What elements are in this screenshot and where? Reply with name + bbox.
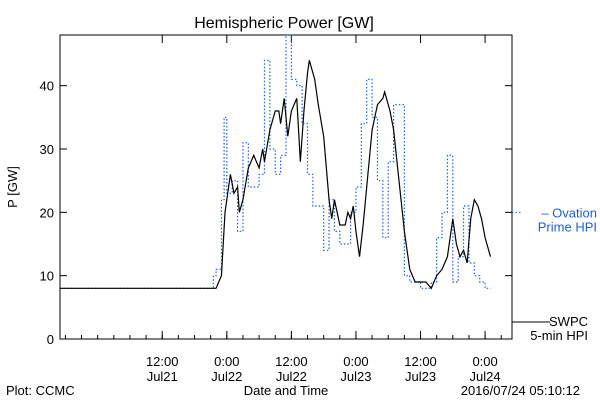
- y-tick-label: 10: [40, 269, 54, 284]
- y-axis: 0 10 20 30 40: [40, 79, 512, 347]
- x-tick-label-date: Jul21: [147, 369, 178, 384]
- x-tick-label-time: 12:00: [275, 354, 308, 369]
- footer-credit: Plot: CCMC: [6, 383, 75, 398]
- plot-frame: [59, 34, 513, 340]
- x-tick-label-time: 0:00: [214, 354, 239, 369]
- x-tick-label-time: 0:00: [343, 354, 368, 369]
- x-tick-label-date: Jul24: [470, 369, 501, 384]
- legend-label-swpc: SWPC: [549, 314, 588, 329]
- x-tick-label-date: Jul22: [276, 369, 307, 384]
- chart-title: Hemispheric Power [GW]: [194, 15, 374, 32]
- x-tick-label-time: 0:00: [472, 354, 497, 369]
- legend-label-ovation: – Ovation: [541, 205, 597, 220]
- x-tick-label-time: 12:00: [146, 354, 179, 369]
- footer-timestamp: 2016/07/24 05:10:12: [461, 383, 580, 398]
- y-axis-label: P [GW]: [5, 166, 20, 208]
- series-line-ovation: [60, 34, 491, 289]
- y-tick-label: 0: [47, 332, 54, 347]
- x-axis: 12:00Jul210:00Jul2212:00Jul220:00Jul2312…: [64, 35, 502, 384]
- series-layer: [60, 34, 492, 290]
- x-tick-label-date: Jul23: [340, 369, 371, 384]
- legend-label-swpc: 5-min HPI: [530, 328, 588, 343]
- x-tick-label-date: Jul22: [211, 369, 242, 384]
- x-axis-label: Date and Time: [244, 383, 329, 398]
- y-tick-label: 20: [40, 205, 54, 220]
- x-tick-label-date: Jul23: [405, 369, 436, 384]
- y-tick-label: 30: [40, 142, 54, 157]
- y-tick-label: 40: [40, 79, 54, 94]
- legend-label-ovation: Prime HPI: [538, 219, 597, 234]
- series-line-swpc: [60, 60, 492, 290]
- x-tick-label-time: 12:00: [404, 354, 437, 369]
